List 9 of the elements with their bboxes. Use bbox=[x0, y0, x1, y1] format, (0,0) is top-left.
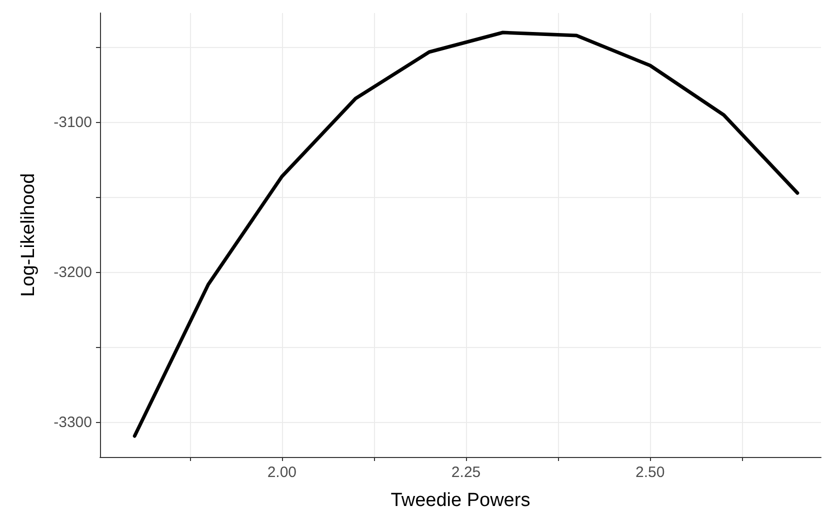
line-series bbox=[132, 30, 800, 438]
y-tick-label: -3300 bbox=[54, 414, 92, 431]
x-tick-label: 2.00 bbox=[267, 464, 297, 481]
y-axis-title: Log-Likelihood bbox=[18, 173, 39, 297]
y-tick-label: -3100 bbox=[54, 114, 92, 131]
x-axis-title: Tweedie Powers bbox=[390, 490, 530, 511]
x-tick-label: 2.25 bbox=[451, 464, 481, 481]
y-tick-label: -3200 bbox=[54, 264, 92, 281]
x-tick-label: 2.50 bbox=[636, 464, 665, 481]
